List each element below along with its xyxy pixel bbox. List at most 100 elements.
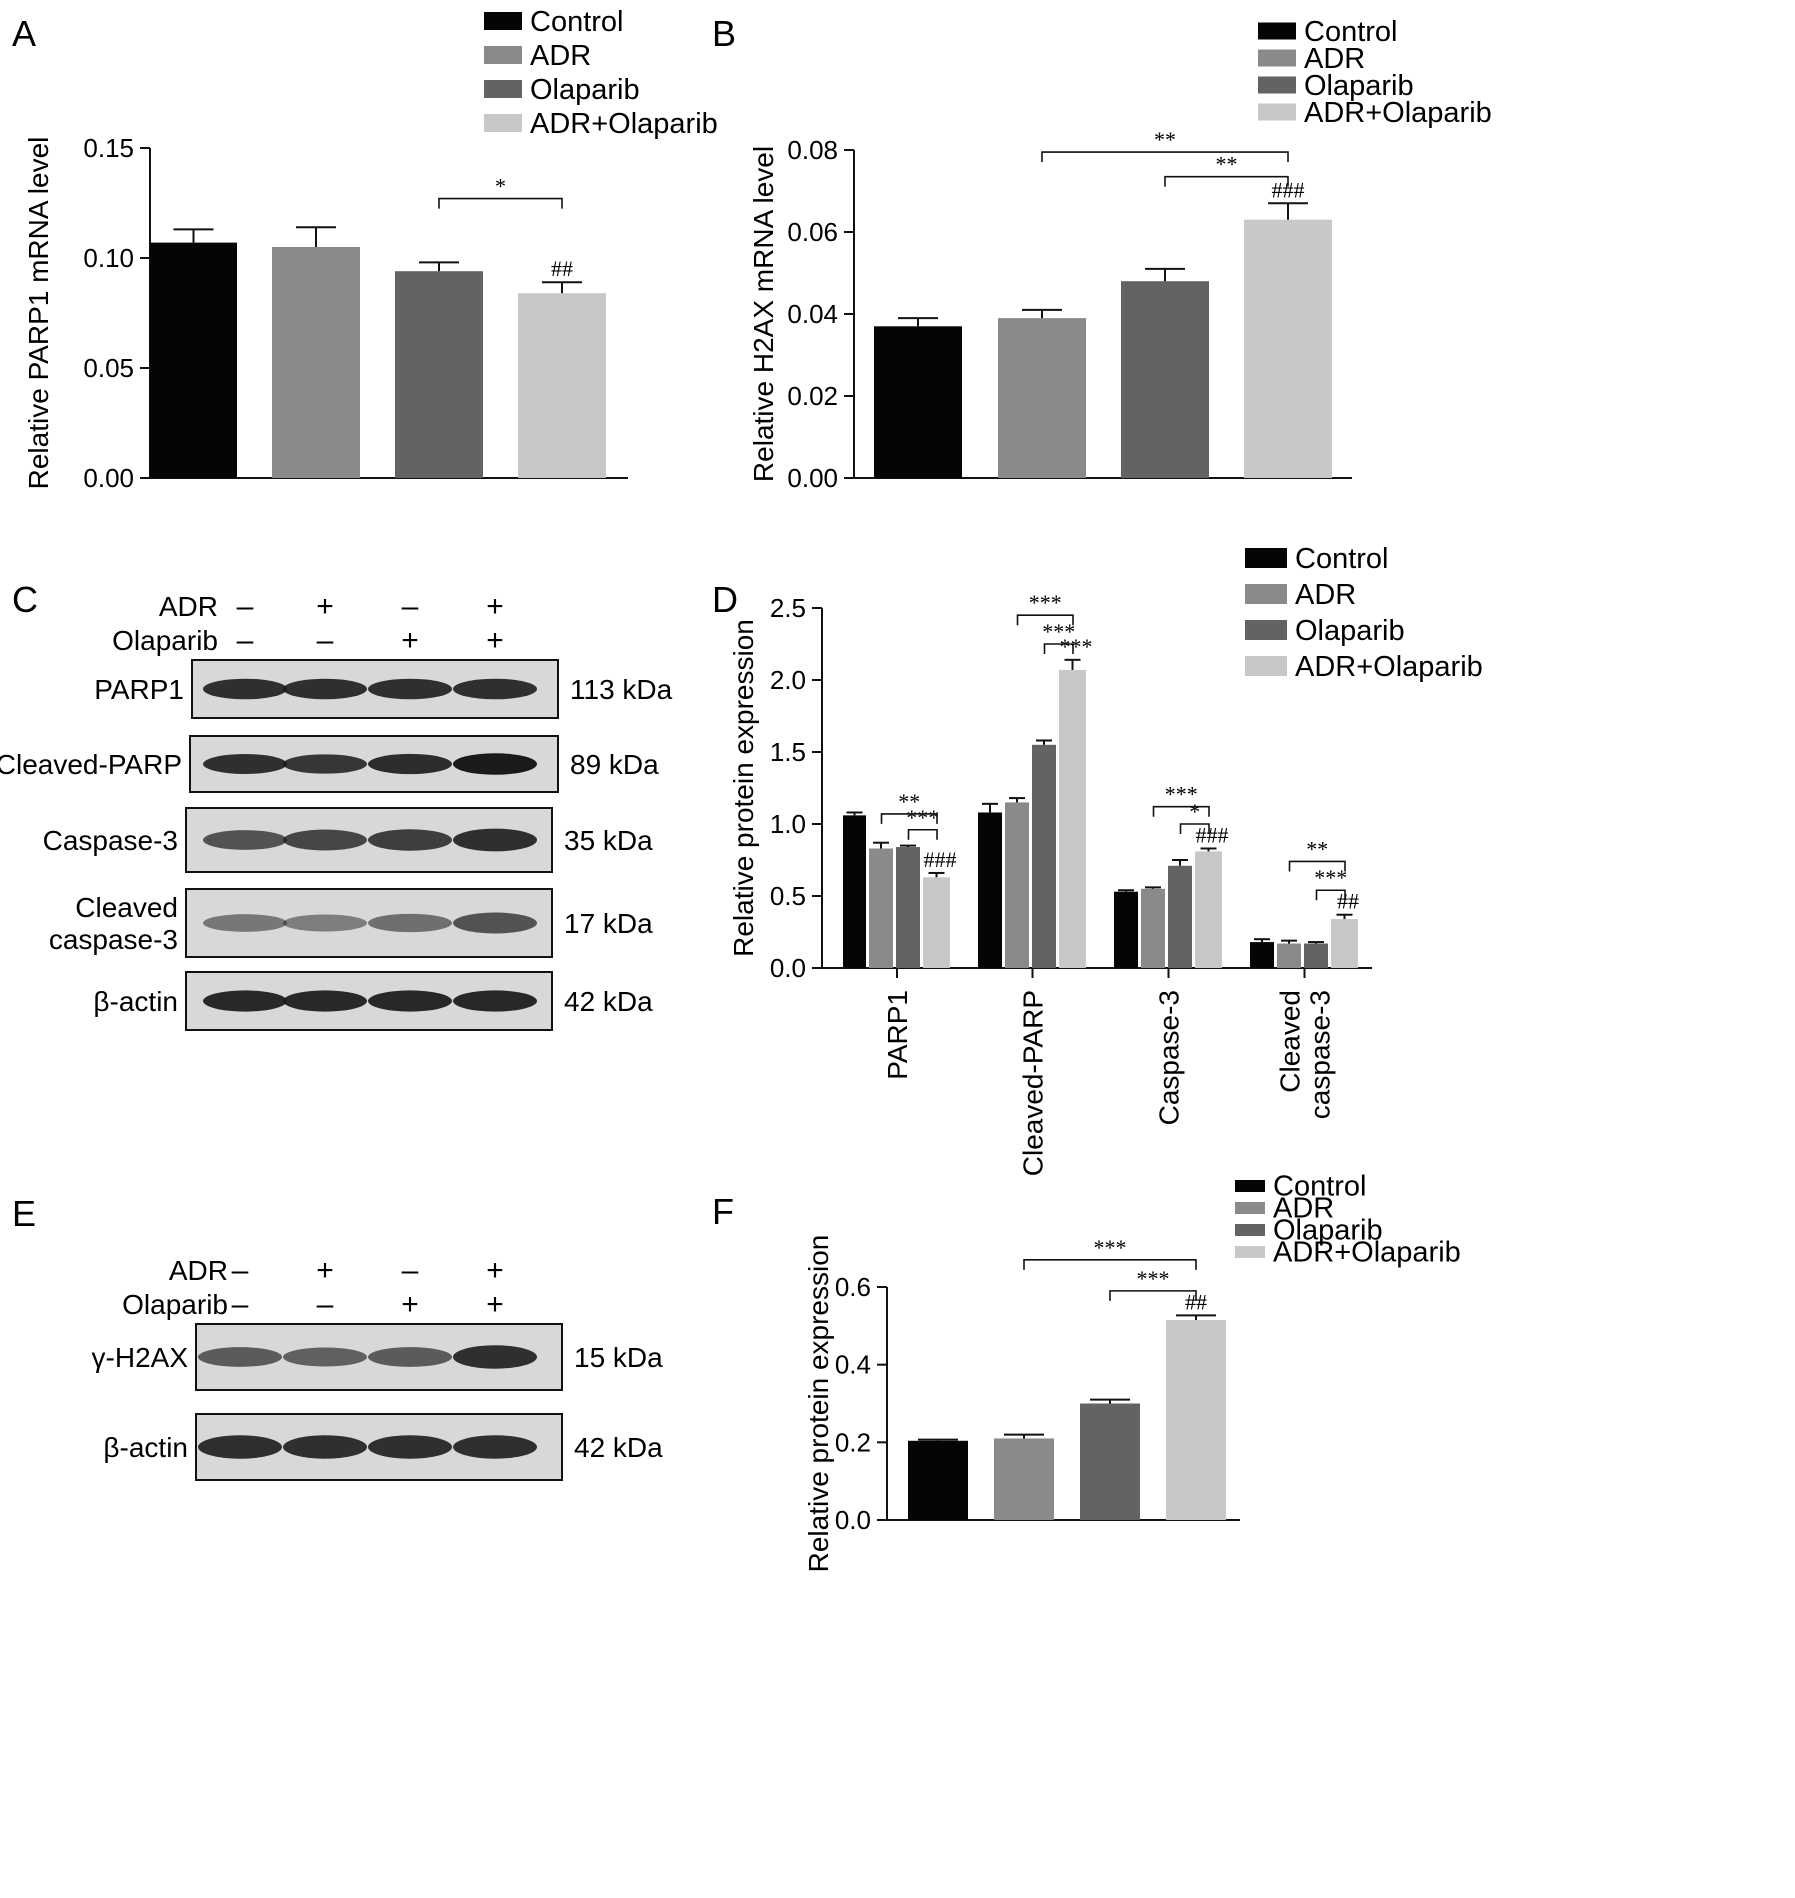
D-significance-label: ***	[1165, 782, 1198, 807]
C-lane-sign: +	[486, 624, 504, 657]
D-bar	[1059, 669, 1086, 968]
A-bar	[272, 247, 360, 478]
A-legend-swatch	[484, 12, 522, 30]
A-bar	[518, 293, 606, 478]
D-significance-label: **	[898, 789, 920, 814]
B-y-tick-label: 0.08	[787, 135, 838, 165]
D-y-axis-label: Relative protein expression	[728, 619, 759, 957]
E-band-size: 42 kDa	[574, 1432, 663, 1463]
F-y-tick-label: 0.6	[835, 1272, 871, 1302]
B-legend-swatch	[1258, 103, 1296, 121]
C-band	[283, 678, 367, 700]
D-y-tick-label: 2.0	[770, 665, 806, 695]
D-significance-bracket	[880, 813, 938, 824]
E-lane-sign: +	[486, 1288, 504, 1321]
A-legend-label: Olaparib	[530, 74, 640, 106]
C-lane-sign: –	[402, 590, 419, 623]
A-significance-bracket	[438, 197, 563, 209]
C-band	[368, 753, 452, 775]
C-band-size: 42 kDa	[564, 986, 653, 1017]
A-y-tick-label: 0.05	[83, 353, 134, 383]
B-bar	[1121, 281, 1209, 478]
B-y-tick-label: 0.00	[787, 463, 838, 493]
A-significance-label: *	[495, 174, 506, 199]
F-legend-swatch	[1235, 1202, 1265, 1214]
C-band	[453, 912, 537, 934]
B-legend-label: ADR	[1304, 43, 1365, 75]
C-band	[368, 678, 452, 700]
E-band	[198, 1435, 282, 1459]
F-legend-swatch	[1235, 1246, 1265, 1258]
B-legend-label: Olaparib	[1304, 70, 1414, 102]
F-legend-swatch	[1235, 1224, 1265, 1236]
D-significance-label: ***	[1060, 634, 1093, 659]
E-lane-sign: –	[317, 1288, 334, 1321]
D-significance-label: ###	[1196, 822, 1229, 847]
D-legend-label: ADR	[1295, 579, 1356, 611]
D-y-tick-label: 1.5	[770, 737, 806, 767]
D-y-tick-label: 2.5	[770, 593, 806, 623]
D-bar	[1331, 919, 1358, 968]
D-significance-bracket	[907, 828, 938, 840]
A-y-tick-label: 0.10	[83, 243, 134, 273]
D-legend-label: ADR+Olaparib	[1295, 651, 1483, 683]
C-band	[368, 913, 452, 933]
C-treatment-label: ADR	[159, 591, 218, 622]
D-bar	[923, 877, 950, 968]
B-legend-swatch	[1258, 22, 1296, 40]
C-blot-label: β-actin	[93, 986, 178, 1017]
D-significance-label: ##	[1337, 889, 1359, 914]
A-legend-label: ADR+Olaparib	[530, 108, 718, 140]
B-legend-label: ADR+Olaparib	[1304, 97, 1492, 129]
F-significance-label: ##	[1185, 1289, 1207, 1314]
C-lane-sign: –	[237, 624, 254, 657]
C-band	[368, 990, 452, 1012]
D-significance-bracket	[1043, 643, 1074, 654]
C-blot-label: caspase-3	[49, 924, 178, 955]
C-band-size: 113 kDa	[570, 674, 673, 705]
C-lane-sign: +	[486, 590, 504, 623]
A-legend-swatch	[484, 46, 522, 64]
C-band	[453, 678, 537, 700]
E-band	[453, 1345, 537, 1369]
F-legend-label: Control	[1273, 1170, 1367, 1202]
F-legend-label: ADR+Olaparib	[1273, 1236, 1461, 1268]
E-lane-sign: +	[316, 1254, 334, 1287]
C-blot-label: Cleaved-PARP	[0, 749, 182, 780]
A-y-tick-label: 0.00	[83, 463, 134, 493]
C-band-size: 17 kDa	[564, 908, 653, 939]
D-bar	[1005, 802, 1029, 968]
C-band	[203, 914, 287, 932]
A-legend-swatch	[484, 114, 522, 132]
D-significance-bracket	[1315, 889, 1346, 901]
D-significance-label: **	[1306, 836, 1328, 861]
E-treatment-label: ADR	[169, 1255, 228, 1286]
panel-letter-d: D	[712, 579, 738, 620]
D-y-tick-label: 0.0	[770, 953, 806, 983]
B-y-tick-label: 0.02	[787, 381, 838, 411]
panel-letter-f: F	[712, 1191, 734, 1232]
D-bar	[1250, 942, 1274, 968]
D-y-tick-label: 1.0	[770, 809, 806, 839]
D-x-tick-label: Caspase-3	[1154, 990, 1185, 1125]
panel-letter-a: A	[12, 13, 36, 54]
D-y-tick-label: 0.5	[770, 881, 806, 911]
C-band-size: 89 kDa	[570, 749, 659, 780]
F-significance-bracket	[1109, 1290, 1197, 1301]
C-blot-label: PARP1	[94, 674, 184, 705]
C-band	[283, 914, 367, 932]
D-x-tick-label: caspase-3	[1305, 990, 1336, 1119]
D-x-tick-label: Cleaved	[1275, 990, 1306, 1093]
E-band	[198, 1347, 282, 1367]
C-lane-sign: –	[237, 590, 254, 623]
panel-letter-b: B	[712, 13, 736, 54]
A-significance-label: ##	[551, 256, 573, 281]
D-bar	[869, 848, 893, 968]
D-legend-swatch	[1245, 620, 1287, 640]
A-legend-swatch	[484, 80, 522, 98]
D-significance-label: ***	[906, 805, 939, 830]
D-bar	[1141, 888, 1165, 968]
C-treatment-label: Olaparib	[112, 625, 218, 656]
C-lane-sign: +	[401, 624, 419, 657]
